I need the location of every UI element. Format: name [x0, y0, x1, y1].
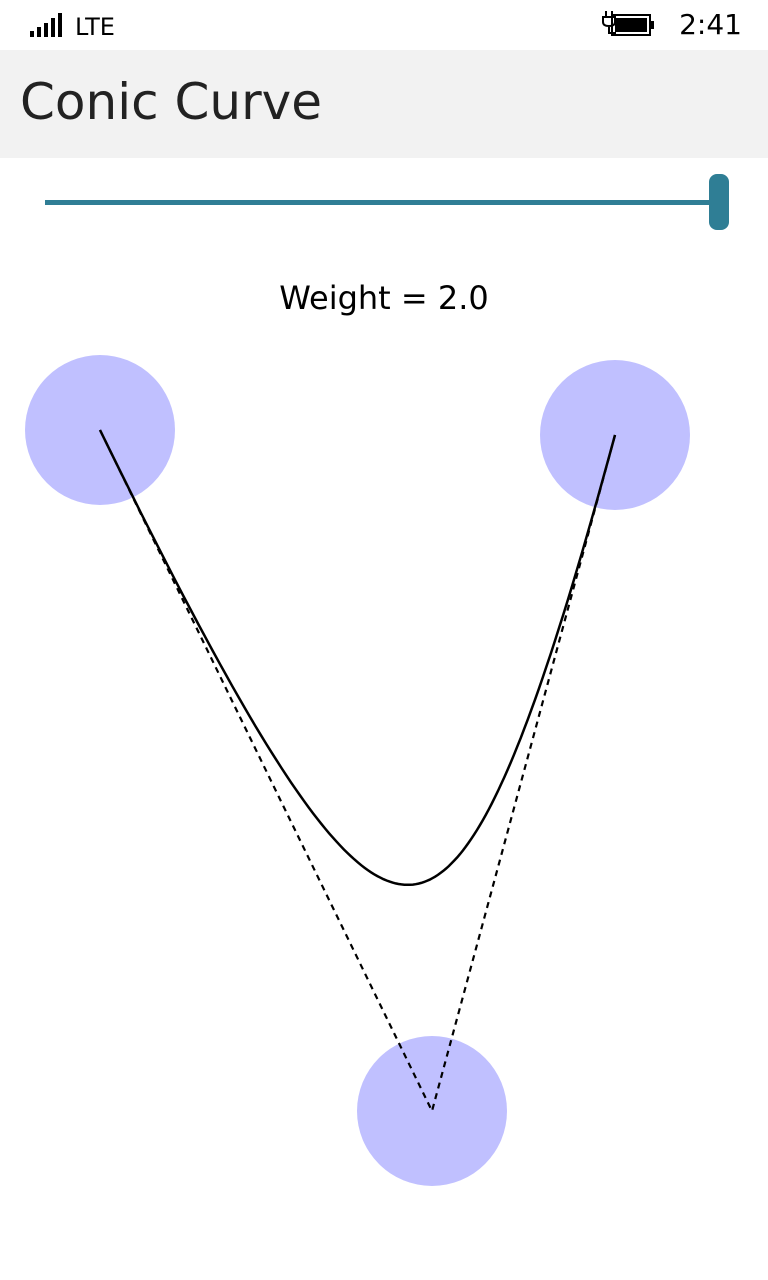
status-bar: LTE 2:41	[0, 0, 768, 50]
battery-charging-icon	[602, 11, 654, 36]
network-type: LTE	[75, 13, 115, 41]
page-title: Conic Curve	[20, 73, 322, 131]
app-title-bar: Conic Curve	[0, 50, 768, 158]
slider-track[interactable]	[45, 200, 715, 205]
conic-curve	[98, 429, 617, 887]
weight-value-label: Weight = 2.0	[279, 279, 489, 317]
signal-strength-icon	[30, 13, 62, 37]
status-time: 2:41	[679, 8, 742, 41]
slider-thumb[interactable]	[709, 174, 729, 230]
control-point-middle[interactable]	[357, 1036, 507, 1186]
weight-slider[interactable]	[45, 172, 729, 232]
control-polygon	[99, 429, 617, 1115]
